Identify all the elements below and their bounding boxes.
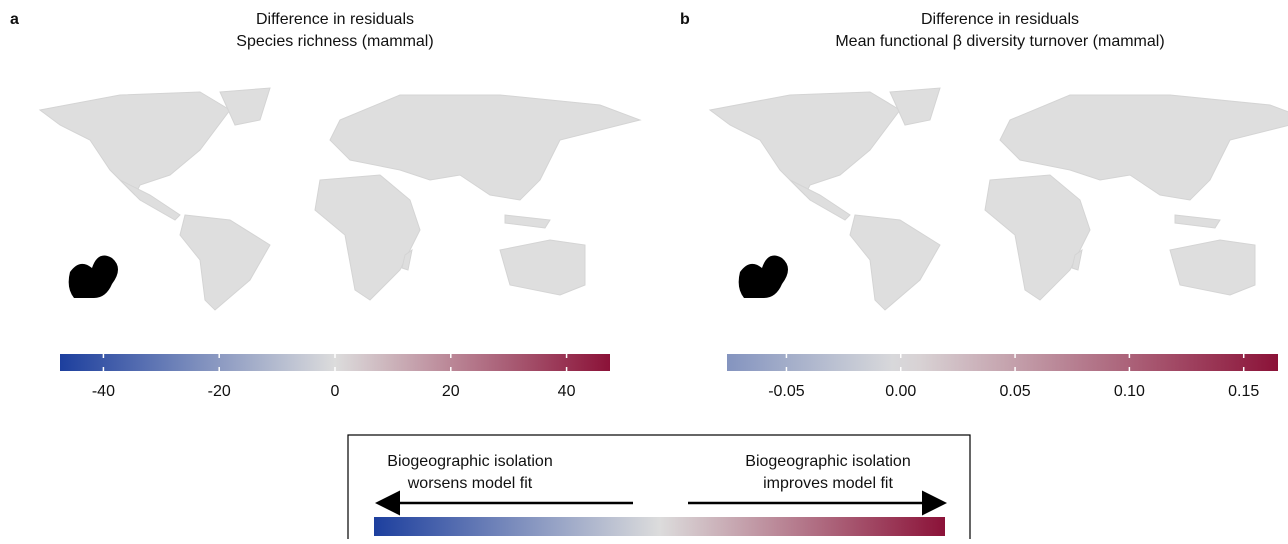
- colorbar-tick-label: -40: [92, 383, 115, 400]
- panel-title: Difference in residuals: [256, 11, 414, 28]
- colorbar-tick-label: 0.10: [1114, 383, 1145, 400]
- legend-box: Biogeographic isolation worsens model fi…: [348, 435, 970, 539]
- legend-gradient: [374, 517, 945, 536]
- colorbar-tick-label: -20: [208, 383, 231, 400]
- colorbar-tick-label: 20: [442, 383, 460, 400]
- colorbar-tick-label: 40: [558, 383, 576, 400]
- colorbar-tick-label: 0.15: [1228, 383, 1259, 400]
- legend-text: Biogeographic isolation: [745, 453, 910, 470]
- page: Biogeographic isolation worsens model fi…: [0, 0, 1288, 539]
- colorbar: [727, 354, 1278, 371]
- legend-text: worsens model fit: [407, 475, 533, 492]
- panel-label: a: [10, 11, 19, 28]
- map: [710, 88, 1288, 310]
- panel-subtitle: Species richness (mammal): [236, 33, 433, 50]
- panel-label: b: [680, 11, 690, 28]
- panel-subtitle: Mean functional β diversity turnover (ma…: [835, 33, 1164, 50]
- map: [40, 88, 640, 310]
- legend-text: improves model fit: [763, 475, 893, 492]
- colorbar-tick-label: 0: [331, 383, 340, 400]
- colorbar-tick-label: 0.00: [885, 383, 916, 400]
- legend-text: Biogeographic isolation: [387, 453, 552, 470]
- colorbar-tick-label: -0.05: [768, 383, 805, 400]
- panel-title: Difference in residuals: [921, 11, 1079, 28]
- figure: Biogeographic isolation worsens model fi…: [0, 0, 1288, 539]
- colorbar-tick-label: 0.05: [1000, 383, 1031, 400]
